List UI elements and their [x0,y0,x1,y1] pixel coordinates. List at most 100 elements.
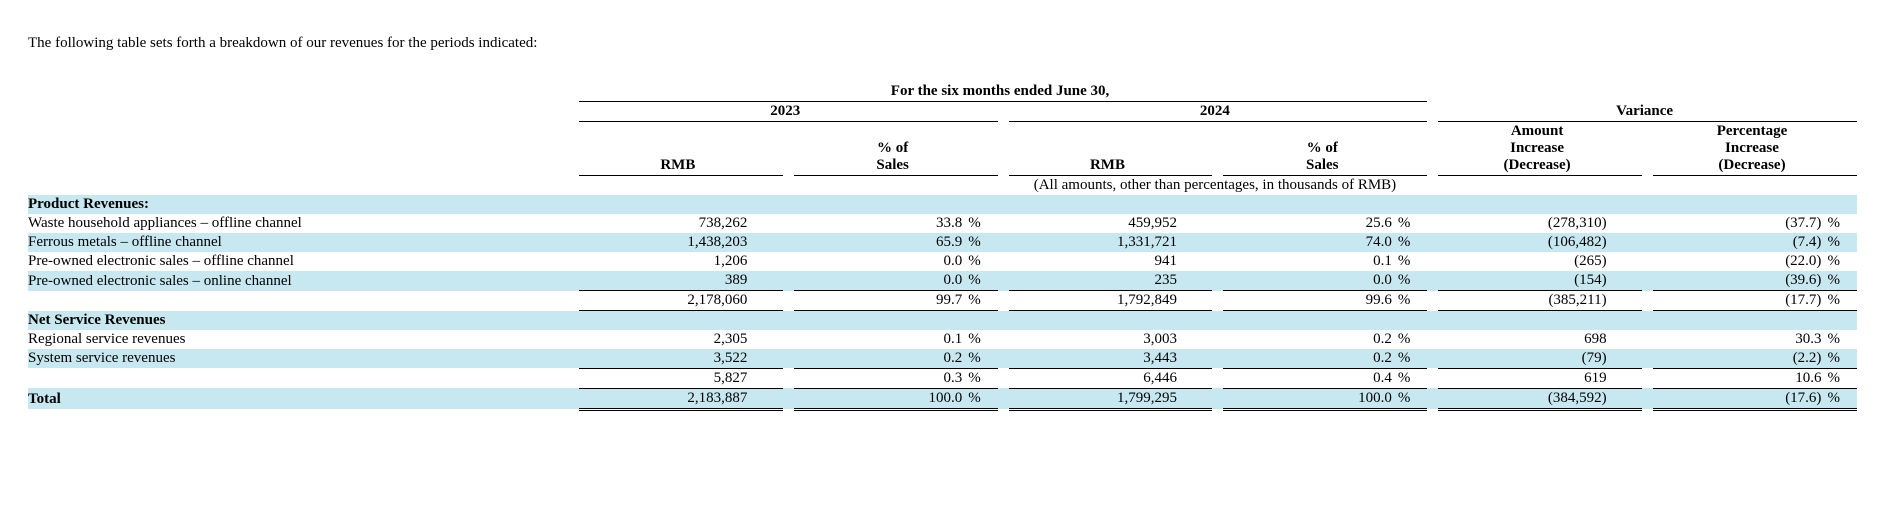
service-subtotal-row: 5,827 0.3% 6,446 0.4% 619 10.6% [28,368,1857,388]
cell-value: 25.6 [1223,214,1397,233]
pct-symbol: % [1398,233,1427,252]
cell-value: 30.3 [1653,330,1827,349]
cell-value: 3,003 [1009,330,1183,349]
cell-value: 235 [1009,271,1183,291]
revenue-table: For the six months ended June 30, 2023 2… [28,82,1857,411]
cell-value: 2,183,887 [579,388,753,409]
period-header: For the six months ended June 30, [579,82,1427,102]
pct-symbol: % [968,368,997,388]
row-label: Ferrous metals – offline channel [28,233,579,252]
cell-value: 0.1 [1223,252,1397,271]
cell-value: (37.7) [1653,214,1827,233]
year-2024: 2024 [1009,102,1428,122]
pct-symbol: % [1398,214,1427,233]
cell-value: (22.0) [1653,252,1827,271]
cell-value: 0.2 [794,349,968,369]
cell-value: 100.0 [1223,388,1397,409]
cell-value: 10.6 [1653,368,1827,388]
unit-note-row: (All amounts, other than percentages, in… [28,176,1857,196]
service-revenues-header: Net Service Revenues [28,311,579,330]
pct-symbol: % [968,233,997,252]
cell-value: 99.6 [1223,291,1397,311]
table-row: System service revenues 3,522 0.2% 3,443… [28,349,1857,369]
row-label: Regional service revenues [28,330,579,349]
cell-value: 74.0 [1223,233,1397,252]
row-label: Pre-owned electronic sales – online chan… [28,271,579,291]
table-row: Ferrous metals – offline channel 1,438,2… [28,233,1857,252]
cell-value: 1,438,203 [579,233,753,252]
cell-value: 0.1 [794,330,968,349]
pct-symbol: % [1398,388,1427,409]
cell-value: 99.7 [794,291,968,311]
cell-value: 3,443 [1009,349,1183,369]
cell-value: 1,206 [579,252,753,271]
cell-value: (79) [1438,349,1612,369]
product-subtotal-row: 2,178,060 99.7% 1,792,849 99.6% (385,211… [28,291,1857,311]
pct-symbol: % [1827,214,1857,233]
pct-symbol: % [968,291,997,311]
pct-symbol: % [1398,368,1427,388]
cell-value: (17.7) [1653,291,1827,311]
pct-symbol: % [1827,368,1857,388]
cell-value: 5,827 [579,368,753,388]
pct-symbol: % [968,330,997,349]
col-pct-2023: % of Sales [794,122,998,176]
table-row: Pre-owned electronic sales – offline cha… [28,252,1857,271]
intro-paragraph: The following table sets forth a breakdo… [28,35,1857,52]
cell-value: (2.2) [1653,349,1827,369]
pct-symbol: % [968,214,997,233]
cell-value: 941 [1009,252,1183,271]
cell-value: (265) [1438,252,1612,271]
cell-value: 389 [579,271,753,291]
cell-value: 2,305 [579,330,753,349]
cell-value: 738,262 [579,214,753,233]
col-var-pct: Percentage Increase (Decrease) [1653,122,1857,176]
cell-value: 1,792,849 [1009,291,1183,311]
cell-value: 619 [1438,368,1612,388]
cell-value: 0.0 [1223,271,1397,291]
pct-symbol: % [1827,252,1857,271]
cell-value: 0.0 [794,271,968,291]
cell-value: 0.2 [1223,330,1397,349]
total-row: Total 2,183,887 100.0% 1,799,295 100.0% … [28,388,1857,409]
pct-symbol: % [1827,233,1857,252]
pct-symbol: % [968,388,997,409]
cell-value: 0.3 [794,368,968,388]
pct-symbol: % [968,252,997,271]
pct-symbol: % [1398,252,1427,271]
cell-value: 6,446 [1009,368,1183,388]
pct-symbol: % [968,349,997,369]
variance-header: Variance [1438,102,1857,122]
cell-value: 0.4 [1223,368,1397,388]
cell-value: 3,522 [579,349,753,369]
cell-value: 459,952 [1009,214,1183,233]
cell-value: 100.0 [794,388,968,409]
cell-value: (384,592) [1438,388,1612,409]
cell-value: 0.2 [1223,349,1397,369]
cell-value: 1,799,295 [1009,388,1183,409]
cell-value: 2,178,060 [579,291,753,311]
cell-value: 1,331,721 [1009,233,1183,252]
pct-symbol: % [1398,271,1427,291]
cell-value: (39.6) [1653,271,1827,291]
cell-value: (7.4) [1653,233,1827,252]
row-label: Pre-owned electronic sales – offline cha… [28,252,579,271]
cell-value: 65.9 [794,233,968,252]
pct-symbol: % [1398,291,1427,311]
cell-value: 0.0 [794,252,968,271]
pct-symbol: % [1827,271,1857,291]
pct-symbol: % [1398,349,1427,369]
col-var-amt: Amount Increase (Decrease) [1438,122,1642,176]
col-rmb-2024: RMB [1009,122,1213,176]
table-row: Waste household appliances – offline cha… [28,214,1857,233]
service-revenues-header-row: Net Service Revenues [28,311,1857,330]
table-row: Pre-owned electronic sales – online chan… [28,271,1857,291]
cell-value: (154) [1438,271,1612,291]
product-revenues-header-row: Product Revenues: [28,195,1857,214]
product-revenues-header: Product Revenues: [28,195,579,214]
year-2023: 2023 [579,102,998,122]
cell-value: (106,482) [1438,233,1612,252]
pct-symbol: % [1827,388,1857,409]
cell-value: 698 [1438,330,1612,349]
table-row: Regional service revenues 2,305 0.1% 3,0… [28,330,1857,349]
